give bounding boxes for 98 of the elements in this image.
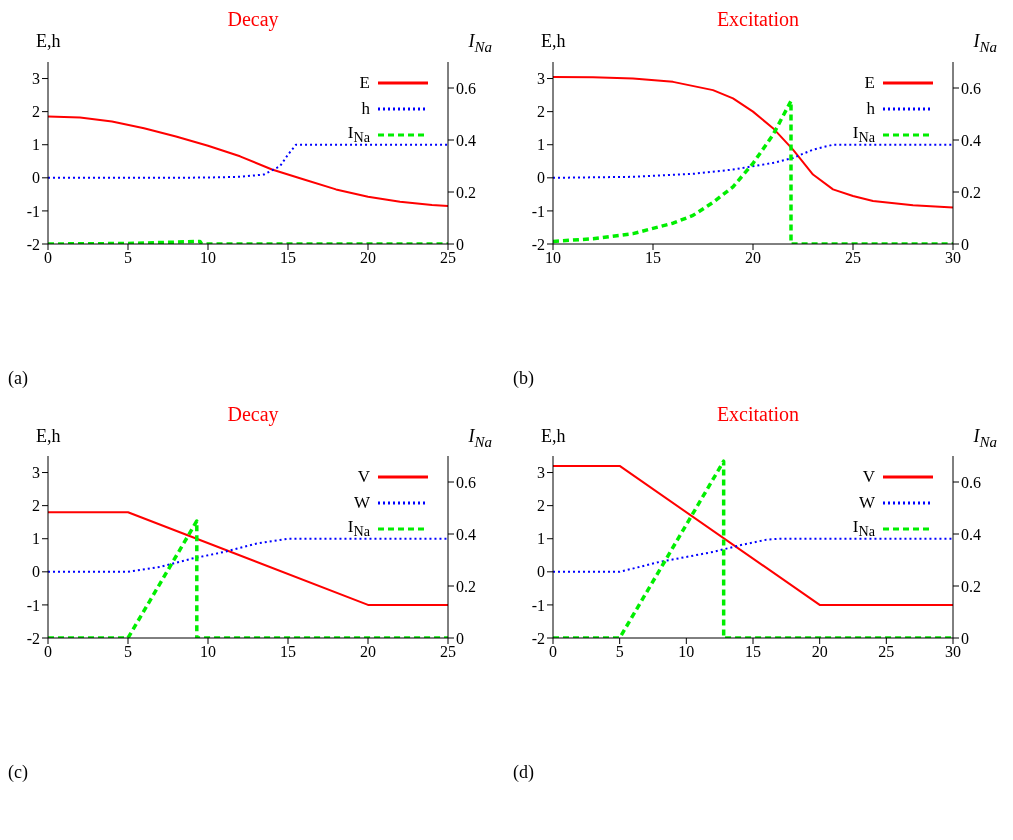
y-tick-label: 3 <box>537 69 545 87</box>
y-tick-label: -2 <box>26 629 40 647</box>
legend-label: h <box>361 98 370 119</box>
chart-title: Excitation <box>716 8 800 30</box>
text: (d) <box>513 762 534 783</box>
x-tick-label: 25 <box>440 643 456 661</box>
y2-tick-label: 0.2 <box>456 183 476 201</box>
y2-tick-label: 0.4 <box>961 525 981 543</box>
x-tick-label: 30 <box>945 643 961 661</box>
x-tick-label: 20 <box>745 248 761 266</box>
y-tick-label: 2 <box>32 497 40 515</box>
x-tick-label: 20 <box>360 248 376 266</box>
y-tick-label: 0 <box>537 563 545 581</box>
y2-tick-label: 0.6 <box>456 473 476 491</box>
y2-tick-label: 0.4 <box>456 131 476 149</box>
line-series <box>48 115 448 207</box>
y-tick-label: 0 <box>32 563 40 581</box>
line-series <box>553 143 953 179</box>
x-tick-label: 10 <box>678 643 695 661</box>
legend-label: E <box>864 72 875 93</box>
y-tick-label: 2 <box>537 102 545 120</box>
x-tick-label: 30 <box>945 248 961 266</box>
x-tick-label: 0 <box>549 643 557 661</box>
legend-label: V <box>862 467 875 488</box>
y-tick-label: -2 <box>531 235 545 253</box>
y-tick-label: 3 <box>537 464 545 482</box>
x-tick-label: 5 <box>124 248 132 266</box>
x-tick-label: 25 <box>878 643 895 661</box>
x-tick-label: 0 <box>44 643 52 661</box>
x-tick-label: 15 <box>280 248 296 266</box>
legend-label: V <box>357 467 370 488</box>
y2-tick-label: 0 <box>961 629 969 647</box>
y-tick-label: 0 <box>32 169 40 187</box>
x-tick-label: 20 <box>360 643 376 661</box>
y-tick-label: 1 <box>537 136 545 153</box>
y-tick-label: -2 <box>531 629 545 647</box>
y-axis-title: E,h <box>36 425 61 448</box>
line-series <box>553 537 953 574</box>
x-tick-label: 0 <box>44 248 52 266</box>
y-tick-label: 1 <box>32 530 40 548</box>
y2-axis-title: I$_{Na}$ <box>973 425 997 451</box>
y2-tick-label: 0.6 <box>961 79 981 97</box>
y-axis-title: E,h <box>541 425 566 448</box>
y-tick-label: -2 <box>26 235 40 253</box>
x-tick-label: 15 <box>745 643 761 661</box>
legend-label: W <box>858 493 875 514</box>
y2-tick-label: 0.2 <box>961 183 981 201</box>
y-tick-label: 2 <box>32 102 40 120</box>
legend-label: E <box>359 72 370 93</box>
y-tick-label: 2 <box>537 497 545 515</box>
legend-label: h <box>866 98 875 119</box>
x-tick-label: 15 <box>645 248 661 266</box>
x-tick-label: 20 <box>811 643 828 661</box>
legend-label: I$_{Na}$ <box>347 122 370 147</box>
text: (b) <box>513 367 534 388</box>
y2-tick-label: 0.2 <box>961 577 981 595</box>
x-tick-label: 25 <box>845 248 861 266</box>
chart-title: Decay <box>227 8 279 30</box>
x-tick-label: 5 <box>615 643 624 661</box>
text: (a) <box>8 367 28 388</box>
text: (c) <box>8 762 28 783</box>
y2-tick-label: 0.4 <box>961 131 981 149</box>
y2-tick-label: 0 <box>456 629 464 647</box>
x-tick-label: 15 <box>280 643 296 661</box>
y2-tick-label: 0.6 <box>456 79 476 97</box>
y-tick-label: -1 <box>26 596 40 614</box>
y-axis-title: E,h <box>36 31 61 53</box>
y-tick-label: 1 <box>537 530 545 548</box>
y-tick-label: 0 <box>537 169 545 187</box>
y2-axis-title: I$_{Na}$ <box>468 425 492 451</box>
y2-tick-label: 0.4 <box>456 525 476 543</box>
y-tick-label: -1 <box>26 202 40 220</box>
chart-title: Decay <box>227 402 279 425</box>
y-tick-label: 3 <box>32 464 40 482</box>
y2-tick-label: 0.2 <box>456 577 476 595</box>
legend-label: I$_{Na}$ <box>852 122 875 147</box>
y2-tick-label: 0 <box>961 235 969 253</box>
x-tick-label: 5 <box>124 643 132 661</box>
y2-tick-label: 0 <box>456 235 464 253</box>
legend-label: I$_{Na}$ <box>852 517 875 541</box>
chart-title: Excitation <box>716 402 800 425</box>
x-tick-label: 10 <box>200 248 216 266</box>
y-tick-label: -1 <box>531 202 545 220</box>
x-tick-label: 10 <box>200 643 216 661</box>
y2-tick-label: 0.6 <box>961 473 981 491</box>
x-tick-label: 10 <box>545 248 561 266</box>
legend-label: W <box>353 493 370 514</box>
y-axis-title: E,h <box>541 31 566 53</box>
x-tick-label: 25 <box>440 248 456 266</box>
line-series <box>48 537 448 574</box>
line-series <box>48 143 448 179</box>
y-tick-label: 3 <box>32 69 40 87</box>
legend-label: I$_{Na}$ <box>347 517 370 541</box>
y-tick-label: 1 <box>32 136 40 153</box>
y2-axis-title: I$_{Na}$ <box>468 31 492 56</box>
y-tick-label: -1 <box>531 596 545 614</box>
y2-axis-title: I$_{Na}$ <box>973 31 997 56</box>
line-series <box>553 75 953 209</box>
